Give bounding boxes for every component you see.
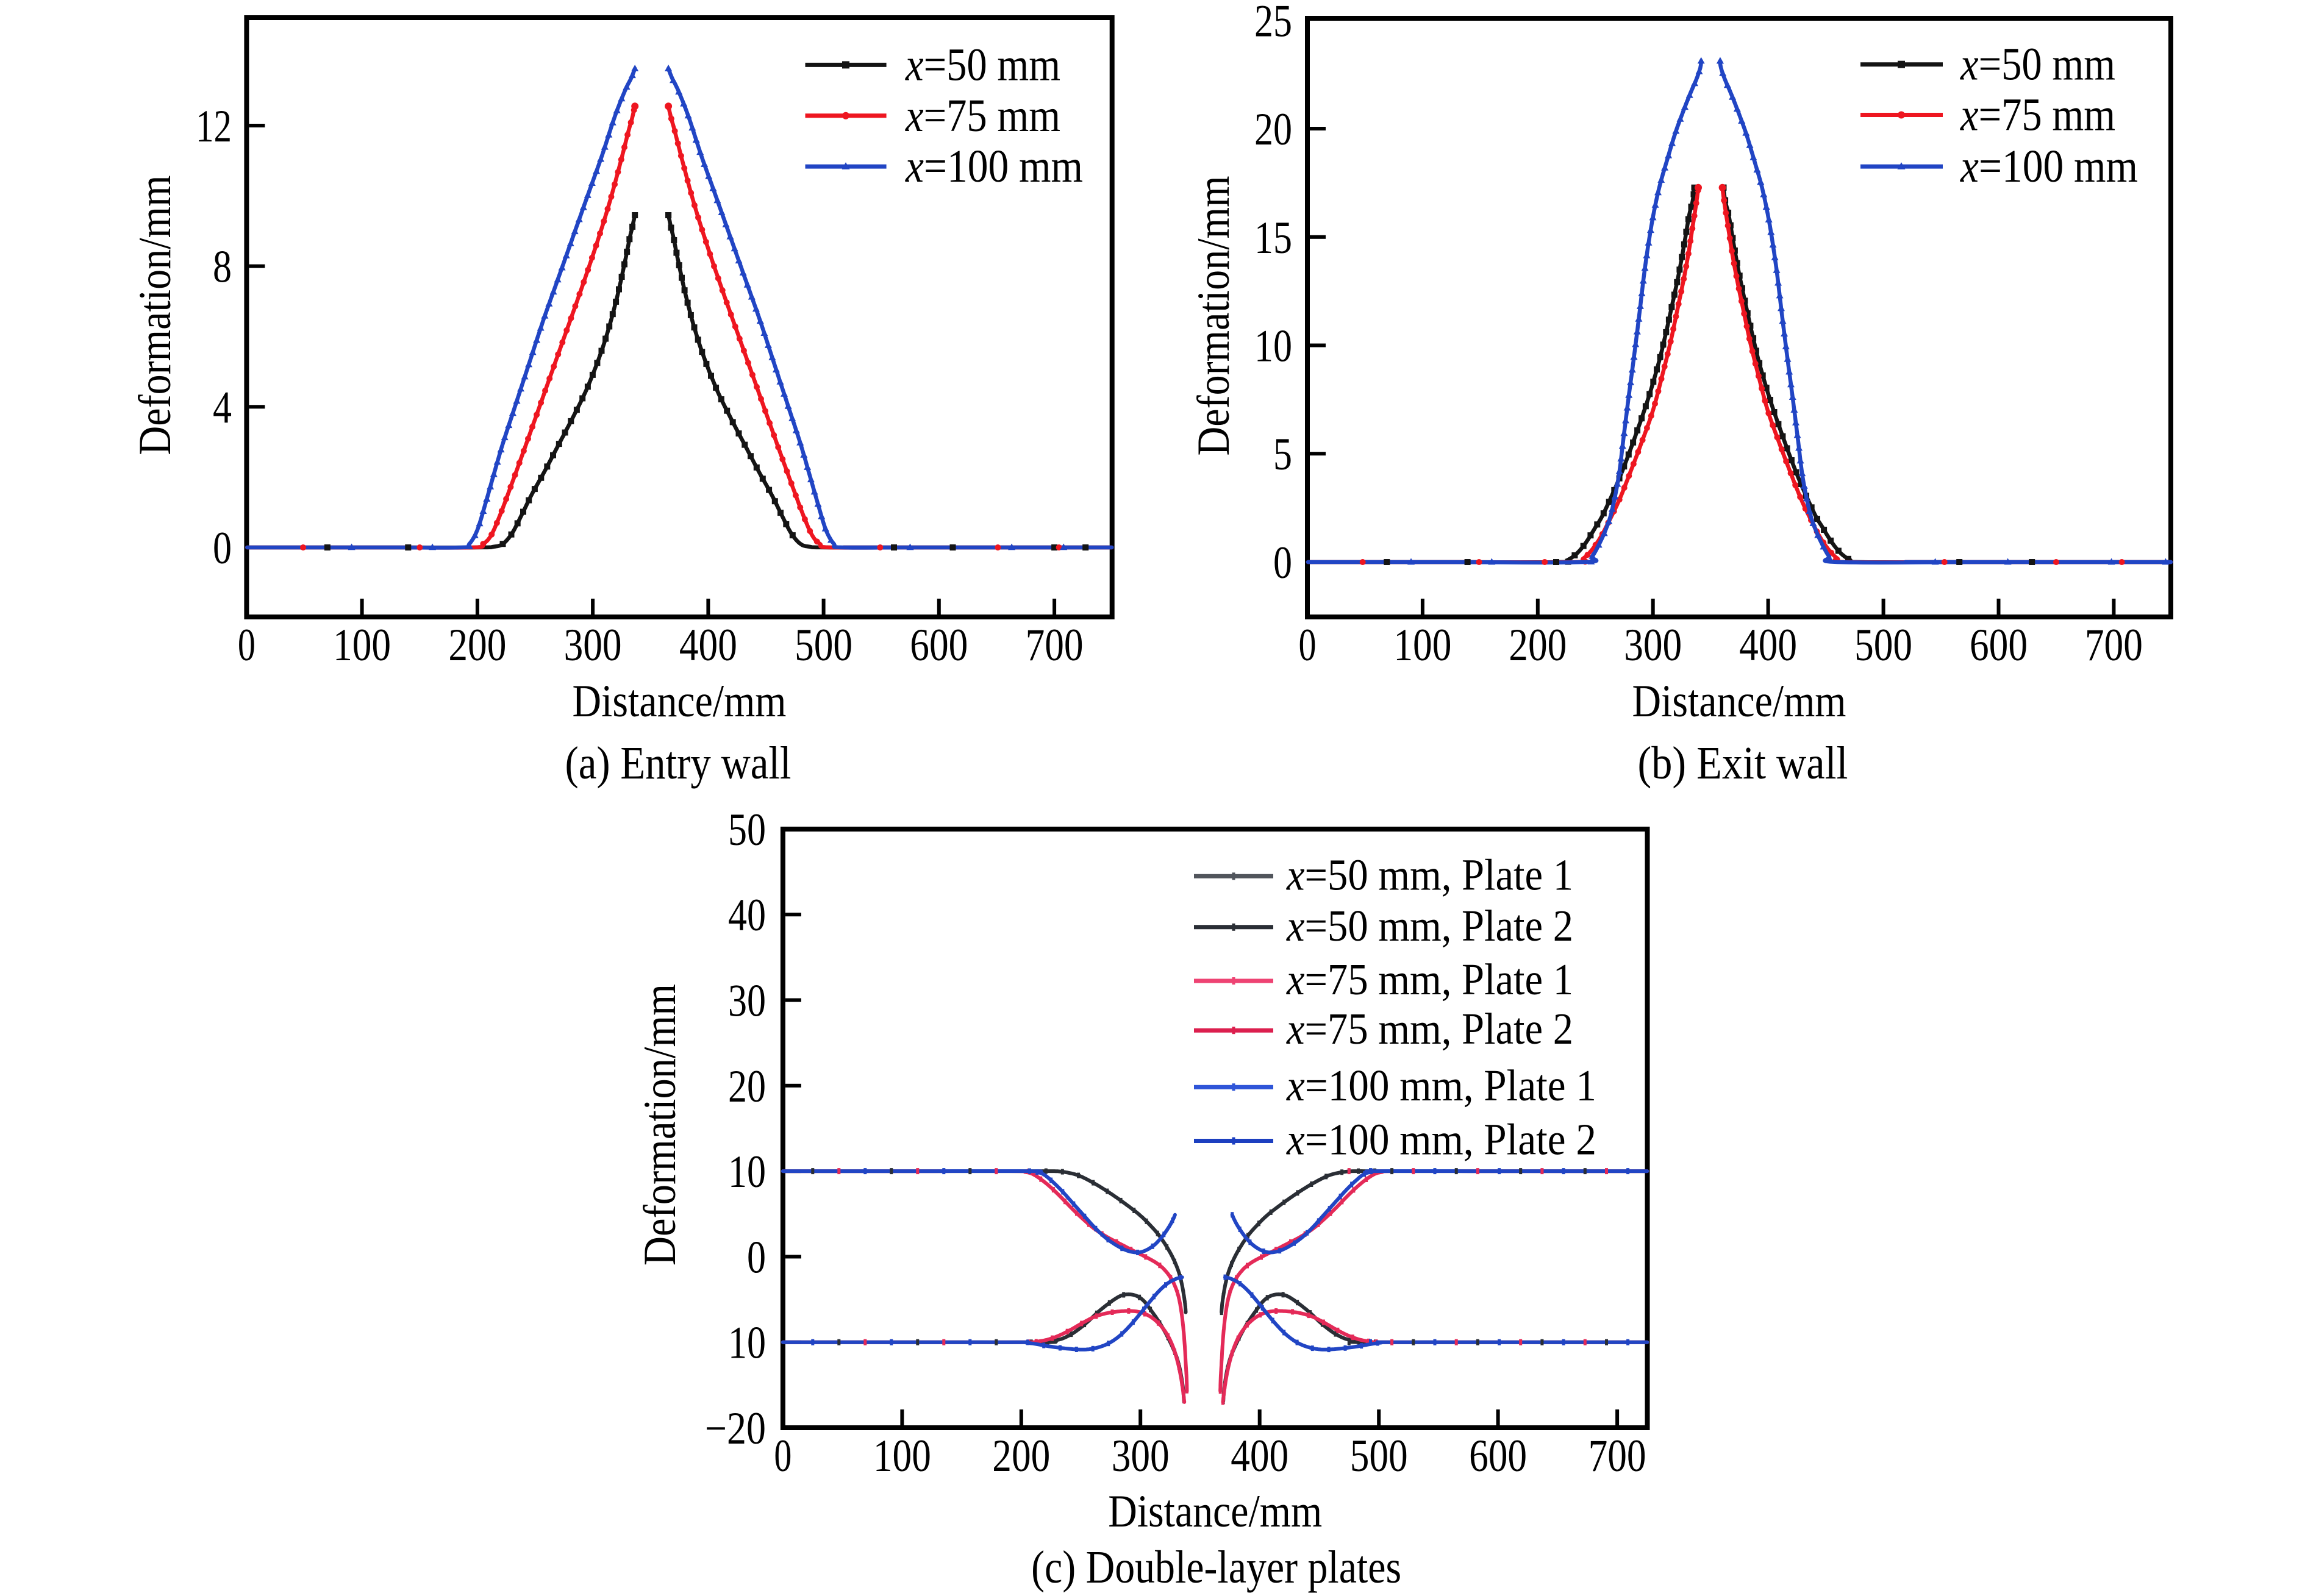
svg-text:200: 200: [1509, 620, 1567, 671]
svg-text:(b) Exit wall: (b) Exit wall: [1638, 738, 1848, 789]
svg-text:20: 20: [728, 1061, 766, 1112]
svg-text:600: 600: [910, 620, 968, 671]
svg-text:x=100 mm, Plate 1: x=100 mm, Plate 1: [1286, 1061, 1596, 1110]
svg-text:200: 200: [992, 1431, 1050, 1481]
svg-text:Deformation/mm: Deformation/mm: [635, 984, 685, 1266]
svg-text:x=75 mm: x=75 mm: [905, 90, 1060, 141]
svg-text:x=50 mm, Plate 2: x=50 mm, Plate 2: [1286, 901, 1573, 950]
svg-text:x=75 mm, Plate 2: x=75 mm, Plate 2: [1286, 1004, 1573, 1053]
svg-text:x=100 mm: x=100 mm: [905, 141, 1083, 192]
svg-text:100: 100: [873, 1431, 931, 1481]
svg-text:500: 500: [795, 620, 852, 671]
svg-text:400: 400: [1739, 620, 1797, 671]
svg-text:10: 10: [1254, 321, 1292, 372]
svg-text:4: 4: [213, 382, 232, 433]
svg-text:300: 300: [1112, 1431, 1170, 1481]
svg-text:Distance/mm: Distance/mm: [1108, 1486, 1322, 1537]
svg-text:Distance/mm: Distance/mm: [573, 676, 787, 727]
svg-text:700: 700: [1026, 620, 1084, 671]
svg-text:100: 100: [333, 620, 391, 671]
svg-text:20: 20: [1254, 104, 1292, 155]
svg-text:(c) Double-layer plates: (c) Double-layer plates: [1031, 1542, 1401, 1593]
svg-text:Distance/mm: Distance/mm: [1632, 676, 1846, 727]
svg-text:(a) Entry wall: (a) Entry wall: [565, 738, 792, 789]
svg-text:50: 50: [728, 805, 766, 855]
svg-text:x=50 mm: x=50 mm: [1960, 39, 2115, 90]
svg-text:x=100 mm, Plate 2: x=100 mm, Plate 2: [1286, 1115, 1596, 1164]
svg-text:0: 0: [747, 1232, 766, 1283]
svg-text:600: 600: [1970, 620, 2028, 671]
svg-text:200: 200: [448, 620, 506, 671]
svg-text:−20: −20: [705, 1403, 766, 1454]
svg-text:300: 300: [564, 620, 622, 671]
svg-text:x=50 mm: x=50 mm: [905, 39, 1060, 90]
svg-text:400: 400: [1231, 1431, 1288, 1481]
svg-text:10: 10: [728, 1318, 766, 1369]
svg-text:100: 100: [1393, 620, 1451, 671]
svg-text:x=50 mm, Plate 1: x=50 mm, Plate 1: [1286, 850, 1573, 899]
svg-text:0: 0: [1273, 538, 1292, 588]
svg-text:0: 0: [213, 523, 232, 574]
svg-text:Deformation/mm: Deformation/mm: [130, 176, 180, 455]
svg-text:25: 25: [1254, 0, 1292, 46]
svg-text:0: 0: [238, 620, 256, 671]
svg-text:12: 12: [196, 101, 232, 152]
svg-text:0: 0: [1299, 620, 1317, 671]
svg-text:400: 400: [679, 620, 737, 671]
svg-text:Deformation/mm: Deformation/mm: [1188, 176, 1239, 456]
svg-text:30: 30: [728, 976, 766, 1027]
svg-text:700: 700: [2085, 620, 2143, 671]
svg-text:40: 40: [728, 890, 766, 941]
svg-text:600: 600: [1469, 1431, 1527, 1481]
svg-text:x=100 mm: x=100 mm: [1960, 141, 2138, 192]
svg-text:x=75 mm: x=75 mm: [1960, 90, 2115, 141]
svg-text:10: 10: [728, 1147, 766, 1197]
svg-text:500: 500: [1854, 620, 1912, 671]
svg-text:x=75 mm, Plate 1: x=75 mm, Plate 1: [1286, 955, 1573, 1004]
svg-text:0: 0: [774, 1431, 792, 1481]
svg-text:300: 300: [1624, 620, 1682, 671]
svg-text:8: 8: [213, 242, 232, 293]
svg-text:5: 5: [1273, 429, 1292, 480]
svg-text:15: 15: [1254, 213, 1292, 263]
svg-text:700: 700: [1588, 1431, 1646, 1481]
svg-text:500: 500: [1350, 1431, 1408, 1481]
